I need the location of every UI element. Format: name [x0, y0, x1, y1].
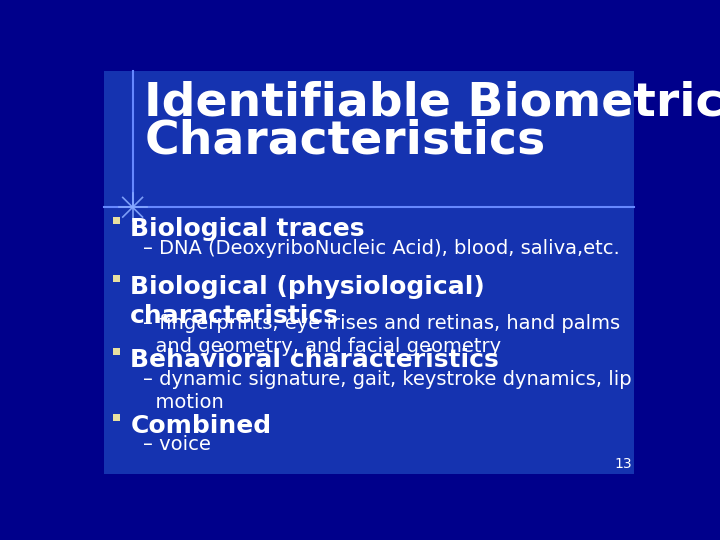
Text: – dynamic signature, gait, keystroke dynamics, lip
  motion: – dynamic signature, gait, keystroke dyn…	[143, 370, 631, 412]
Bar	[113, 348, 120, 355]
Bar	[113, 275, 120, 282]
Text: Identifiable Biometric: Identifiable Biometric	[144, 80, 720, 125]
Text: Biological (physiological)
characteristics: Biological (physiological) characteristi…	[130, 275, 485, 328]
Bar	[90, 475, 648, 481]
Text: Behavioral characteristics: Behavioral characteristics	[130, 348, 499, 372]
Text: – voice: – voice	[143, 435, 210, 454]
Bar	[113, 414, 120, 421]
Text: Characteristics: Characteristics	[144, 119, 546, 164]
Bar	[90, 65, 104, 481]
Text: Biological traces: Biological traces	[130, 217, 365, 241]
Bar	[634, 65, 648, 481]
Text: Combined: Combined	[130, 414, 271, 437]
Text: – fingerprints, eye irises and retinas, hand palms
  and geometry, and facial ge: – fingerprints, eye irises and retinas, …	[143, 314, 620, 356]
Bar	[90, 65, 648, 71]
Text: 13: 13	[615, 457, 632, 471]
Bar	[113, 217, 120, 224]
Text: – DNA (DeoxyriboNucleic Acid), blood, saliva,etc.: – DNA (DeoxyriboNucleic Acid), blood, sa…	[143, 239, 619, 258]
